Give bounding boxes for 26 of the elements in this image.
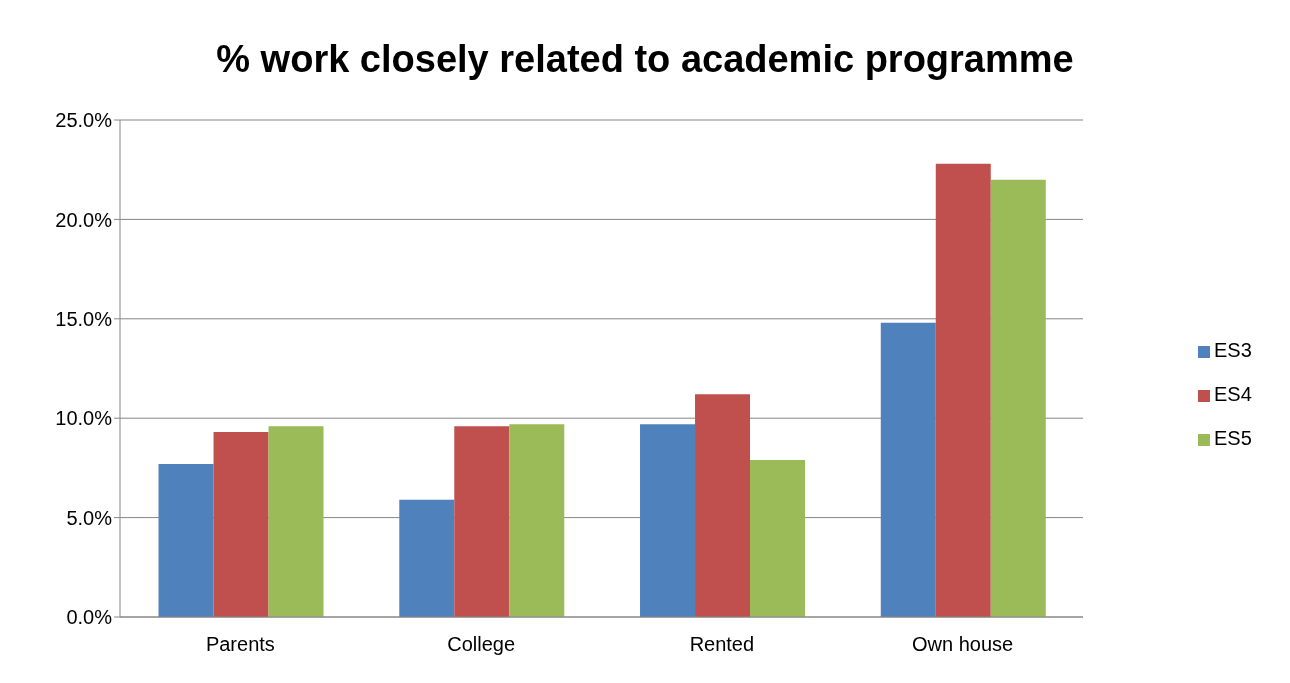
y-tick-label: 15.0% — [55, 307, 113, 330]
bar — [935, 163, 991, 617]
bar — [268, 426, 324, 617]
legend-label: ES3 — [1214, 339, 1252, 361]
bar — [509, 424, 565, 617]
bar — [454, 426, 510, 617]
y-tick-label: 10.0% — [55, 407, 113, 430]
legend-label: ES5 — [1214, 427, 1252, 449]
legend-label: ES4 — [1214, 383, 1252, 405]
y-tick-label: 5.0% — [66, 506, 113, 529]
bar — [990, 179, 1046, 617]
x-tick-label: Own house — [912, 633, 1014, 656]
bar — [158, 463, 214, 617]
bar — [213, 432, 269, 617]
x-tick-label: Rented — [689, 633, 755, 656]
bar — [750, 459, 806, 617]
bar — [695, 394, 751, 617]
y-tick-label: 25.0% — [55, 109, 113, 132]
bar — [640, 424, 696, 617]
x-tick-label: Parents — [205, 633, 275, 656]
y-tick-label: 20.0% — [55, 208, 113, 231]
bar — [880, 322, 936, 617]
x-tick-label: College — [447, 633, 516, 656]
bar — [399, 499, 455, 617]
y-tick-label: 0.0% — [66, 606, 113, 629]
chart-title: % work closely related to academic programme — [215, 38, 1075, 81]
